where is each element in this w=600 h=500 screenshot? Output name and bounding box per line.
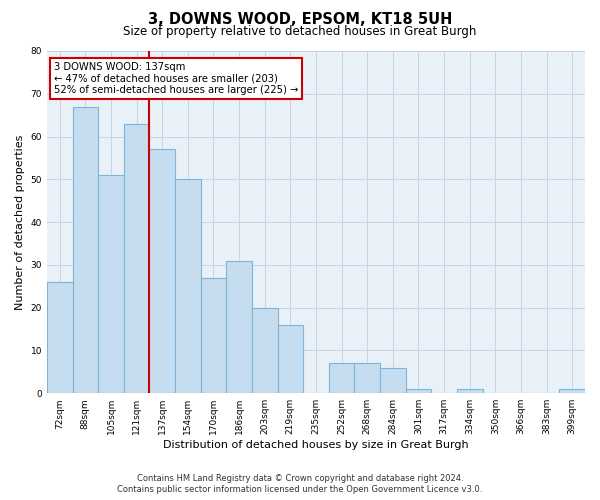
Text: Contains HM Land Registry data © Crown copyright and database right 2024.
Contai: Contains HM Land Registry data © Crown c… (118, 474, 482, 494)
Bar (200, 278, 226, 393)
Bar (559, 389, 585, 393)
Bar (406, 389, 431, 393)
X-axis label: Distribution of detached houses by size in Great Burgh: Distribution of detached houses by size … (163, 440, 469, 450)
Bar (329, 364, 355, 393)
Bar (124, 124, 149, 393)
Bar (47, 282, 73, 393)
Bar (149, 150, 175, 393)
Bar (73, 106, 98, 393)
Bar (226, 260, 252, 393)
Bar (355, 364, 380, 393)
Bar (278, 325, 303, 393)
Bar (252, 308, 278, 393)
Text: Size of property relative to detached houses in Great Burgh: Size of property relative to detached ho… (124, 25, 476, 38)
Y-axis label: Number of detached properties: Number of detached properties (15, 134, 25, 310)
Bar (457, 389, 482, 393)
Text: 3, DOWNS WOOD, EPSOM, KT18 5UH: 3, DOWNS WOOD, EPSOM, KT18 5UH (148, 12, 452, 28)
Text: 3 DOWNS WOOD: 137sqm
← 47% of detached houses are smaller (203)
52% of semi-deta: 3 DOWNS WOOD: 137sqm ← 47% of detached h… (54, 62, 298, 95)
Bar (175, 180, 200, 393)
Bar (380, 368, 406, 393)
Bar (98, 175, 124, 393)
